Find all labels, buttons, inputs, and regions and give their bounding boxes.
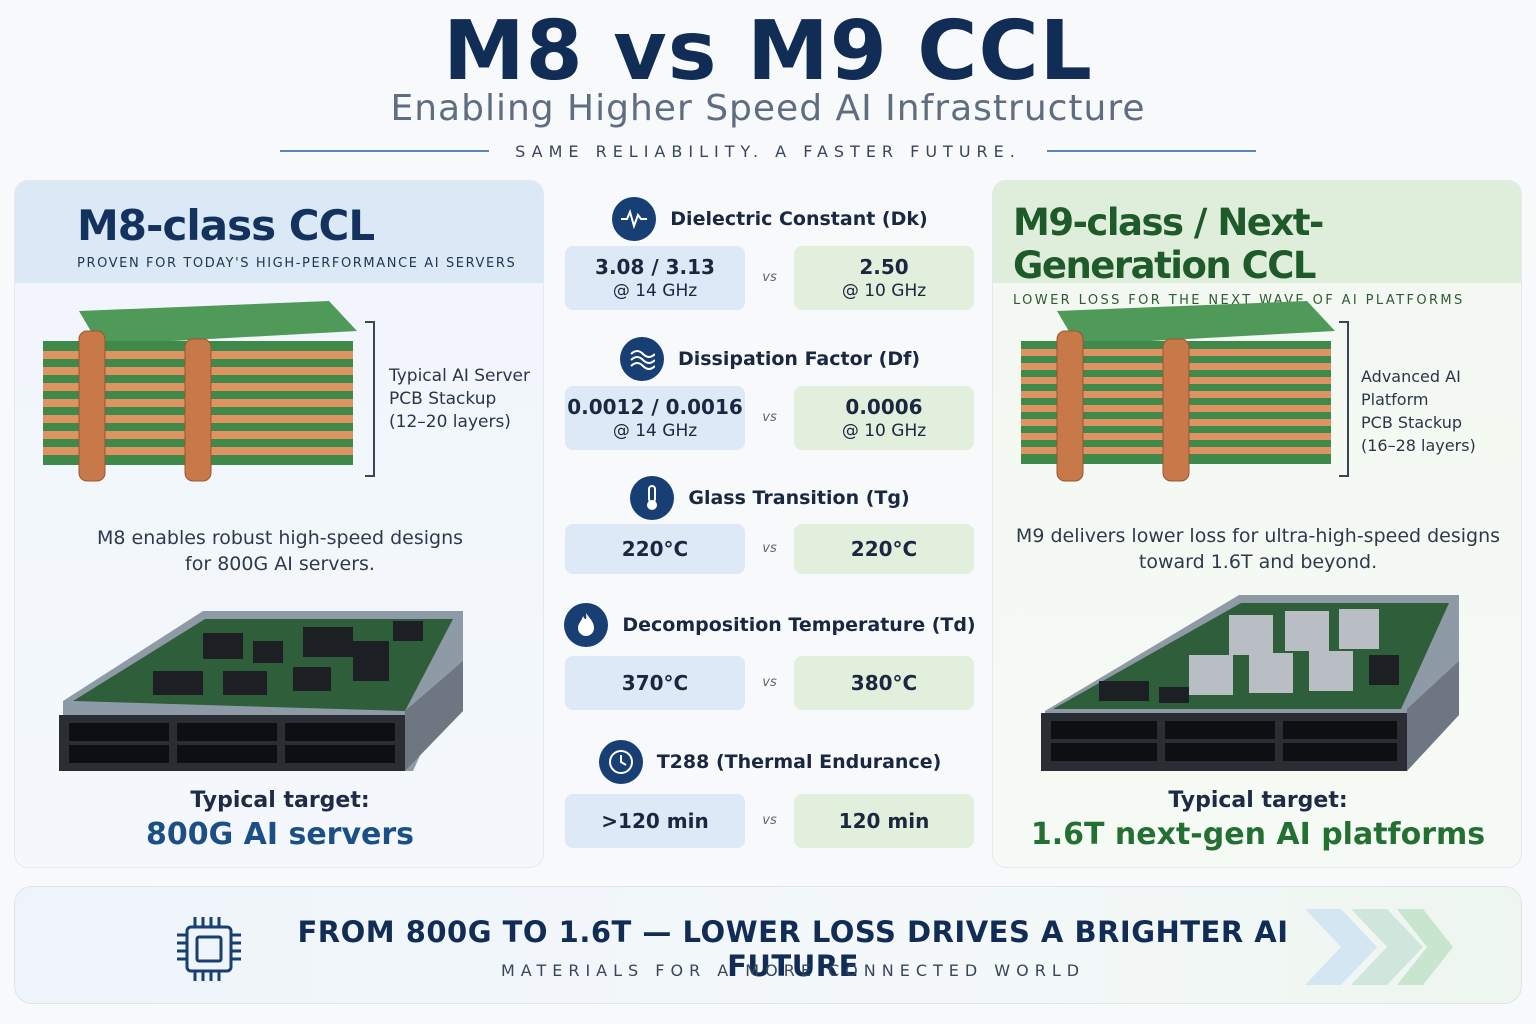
metric-tg-m8-value: 220°C	[565, 524, 745, 574]
metric-td-name: Decomposition Temperature (Td)	[622, 614, 976, 636]
m9-description: M9 delivers lower loss for ultra-high-sp…	[1015, 525, 1501, 573]
m9-target-value: 1.6T next-gen AI platforms	[1030, 817, 1486, 852]
thermometer-icon	[630, 476, 675, 520]
tagline: SAME RELIABILITY. A FASTER FUTURE.	[515, 141, 1021, 161]
m8-target-value: 800G AI servers	[145, 817, 415, 852]
m8-panel-title: M8-class CCL	[77, 201, 375, 250]
flame-icon	[564, 603, 609, 647]
tagline-row: SAME RELIABILITY. A FASTER FUTURE.	[280, 140, 1257, 162]
stack-bracket	[365, 321, 375, 477]
pcb-stack-icon	[1021, 301, 1335, 482]
metric-t288-m9-value: 120 min	[794, 794, 974, 848]
clock-icon	[598, 740, 643, 784]
metric-dk-header: Dielectric Constant (Dk)	[560, 196, 980, 242]
vs-label: vs	[762, 410, 777, 425]
page-subtitle: Enabling Higher Speed AI Infrastructure	[390, 88, 1146, 129]
stack-bracket	[1339, 321, 1349, 477]
m9-panel-subtitle: LOWER LOSS FOR THE NEXT WAVE OF AI PLATF…	[1013, 293, 1465, 308]
waveform-icon	[612, 197, 657, 241]
metric-df-name: Dissipation Factor (Df)	[677, 348, 921, 370]
footer-title: FROM 800G TO 1.6T — LOWER LOSS DRIVES A …	[297, 915, 1289, 983]
metric-td-header: Decomposition Temperature (Td)	[560, 602, 980, 648]
metric-td-m8-value: 370°C	[565, 656, 745, 710]
metric-tg-m9-value: 220°C	[794, 524, 974, 574]
vs-label: vs	[762, 270, 777, 285]
m8-description: M8 enables robust high-speed designs for…	[96, 527, 464, 575]
metric-t288-name: T288 (Thermal Endurance)	[656, 751, 942, 773]
m9-target-label: Typical target:	[1168, 788, 1348, 813]
metric-t288-m8-value: >120 min	[565, 794, 745, 848]
metric-tg-name: Glass Transition (Tg)	[688, 487, 910, 509]
divider-left	[280, 150, 490, 152]
chip-icon	[177, 917, 241, 981]
metric-tg-header: Glass Transition (Tg)	[560, 475, 980, 521]
page-title: M8 vs M9 CCL	[443, 4, 1093, 99]
m8-panel-header: M8-class CCL PROVEN FOR TODAY'S HIGH-PER…	[15, 181, 543, 283]
server-icon	[59, 611, 463, 771]
m8-panel: M8-class CCL PROVEN FOR TODAY'S HIGH-PER…	[14, 180, 544, 868]
metric-dk-m9-value: 2.50 @ 10 GHz	[794, 246, 974, 310]
m8-stack-label: Typical AI Server PCB Stackup (12–20 lay…	[389, 366, 530, 432]
vs-label: vs	[762, 813, 777, 828]
m8-panel-subtitle: PROVEN FOR TODAY'S HIGH-PERFORMANCE AI S…	[77, 256, 517, 271]
vs-label: vs	[762, 541, 777, 556]
signal-loss-icon	[619, 337, 664, 381]
metric-t288-header: T288 (Thermal Endurance)	[560, 739, 980, 785]
metric-df-m8-value: 0.0012 / 0.0016 @ 14 GHz	[565, 386, 745, 450]
footer-banner: FROM 800G TO 1.6T — LOWER LOSS DRIVES A …	[14, 886, 1522, 1004]
server-icon	[1041, 595, 1459, 771]
divider-right	[1046, 150, 1257, 152]
metric-dk-m8-value: 3.08 / 3.13 @ 14 GHz	[565, 246, 745, 310]
m8-target-label: Typical target:	[190, 788, 370, 813]
metric-dk-name: Dielectric Constant (Dk)	[670, 208, 928, 230]
footer-subtitle: MATERIALS FOR A MORE CONNECTED WORLD	[500, 961, 1086, 980]
m9-stack-label: Advanced AI Platform PCB Stackup (16–28 …	[1361, 367, 1476, 455]
chevron-right-icon	[1305, 909, 1453, 985]
m9-panel: M9-class / Next-Generation CCL LOWER LOS…	[992, 180, 1522, 868]
pcb-stack-icon	[43, 301, 357, 482]
vs-label: vs	[762, 675, 777, 690]
metric-td-m9-value: 380°C	[794, 656, 974, 710]
metric-df-m9-value: 0.0006 @ 10 GHz	[794, 386, 974, 450]
m9-panel-header: M9-class / Next-Generation CCL LOWER LOS…	[993, 181, 1521, 308]
metric-df-header: Dissipation Factor (Df)	[560, 336, 980, 382]
m9-panel-title: M9-class / Next-Generation CCL	[1013, 201, 1324, 287]
